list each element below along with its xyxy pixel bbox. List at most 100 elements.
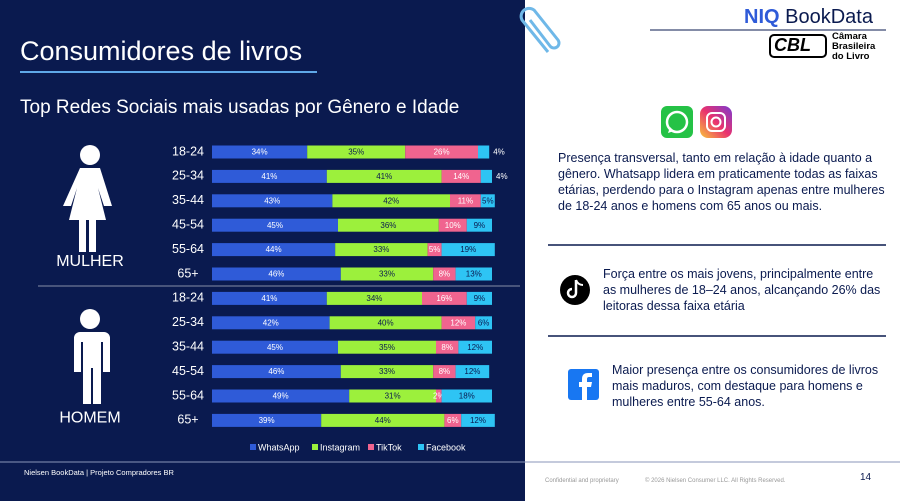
bar-segment xyxy=(441,243,495,257)
group-label: HOMEM xyxy=(59,410,120,427)
y-tick-label: 45-54 xyxy=(172,364,204,378)
value-label: 2% xyxy=(433,392,445,401)
cbl-line: Câmara xyxy=(832,31,867,42)
bar-segment xyxy=(212,316,330,330)
footer-source: Nielsen BookData | Projeto Compradores B… xyxy=(24,468,174,477)
bar-segment xyxy=(212,389,350,403)
bar-segment xyxy=(441,169,481,183)
bar-segment xyxy=(340,267,434,281)
bar-segment xyxy=(433,267,456,281)
value-label: 10% xyxy=(445,221,461,230)
cbl-line: do Livro xyxy=(832,51,870,62)
value-label: 8% xyxy=(439,367,451,376)
value-label: 33% xyxy=(373,245,389,254)
value-label: 4% xyxy=(496,172,508,181)
y-tick-label: 45-54 xyxy=(172,217,204,231)
y-tick-label: 35-44 xyxy=(172,339,204,353)
bar-segment xyxy=(212,291,327,305)
value-label: 33% xyxy=(379,270,395,279)
legend-label: Facebook xyxy=(426,442,466,452)
title-underline xyxy=(20,71,317,73)
value-label: 14% xyxy=(453,172,469,181)
y-tick-label: 55-64 xyxy=(172,388,204,402)
whatsapp-icon xyxy=(661,106,693,138)
value-label: 34% xyxy=(366,294,382,303)
value-label: 31% xyxy=(385,392,401,401)
bar-segment xyxy=(422,291,467,305)
bar-segment xyxy=(455,267,492,281)
legend-swatch xyxy=(250,444,256,450)
value-label: 40% xyxy=(378,318,394,327)
value-label: 35% xyxy=(348,148,364,157)
bar-segment xyxy=(458,340,492,354)
bar-segment xyxy=(433,365,456,379)
niq-brand: NIQ xyxy=(744,6,780,28)
value-label: 9% xyxy=(474,221,486,230)
bar-segment xyxy=(212,413,322,427)
value-label: 19% xyxy=(460,245,476,254)
bar-segment xyxy=(438,218,467,232)
legend-label: WhatsApp xyxy=(258,442,300,452)
value-label: 42% xyxy=(383,196,399,205)
bar-segment xyxy=(212,145,308,159)
y-tick-label: 65+ xyxy=(177,266,198,280)
bar-segment xyxy=(212,365,341,379)
value-label: 5% xyxy=(482,196,494,205)
y-tick-label: 65+ xyxy=(177,413,198,427)
bar-segment xyxy=(307,145,406,159)
instagram-icon xyxy=(700,106,732,138)
value-label: 43% xyxy=(264,196,280,205)
niq-product: BookData xyxy=(785,6,873,28)
value-label: 41% xyxy=(261,172,277,181)
legend-label: Instagram xyxy=(320,442,360,452)
insight-text: Força entre os mais jovens, principalmen… xyxy=(603,267,881,313)
bar-segment xyxy=(340,365,434,379)
male-icon xyxy=(74,309,110,404)
legend-swatch xyxy=(418,444,424,450)
bar-segment xyxy=(466,291,492,305)
slide-title: Consumidores de livros xyxy=(20,36,303,66)
tiktok-icon xyxy=(560,275,590,305)
bar-segment xyxy=(321,413,445,427)
value-label: 44% xyxy=(266,245,282,254)
bar-segment xyxy=(335,243,428,257)
value-label: 49% xyxy=(273,392,289,401)
page-number: 14 xyxy=(860,472,872,483)
bar-segment xyxy=(349,389,436,403)
bar-segment xyxy=(212,267,341,281)
cbl-line: Brasileira xyxy=(832,41,876,52)
bar-segment xyxy=(329,316,442,330)
footer-confidential: Confidential and proprietary xyxy=(545,478,619,484)
bar-segment xyxy=(427,243,442,257)
value-label: 46% xyxy=(268,367,284,376)
bar-segment xyxy=(212,169,327,183)
bar-segment xyxy=(332,194,450,208)
value-label: 41% xyxy=(376,172,392,181)
bar-segment xyxy=(441,316,476,330)
footer-copyright: © 2026 Nielsen Consumer LLC. All Rights … xyxy=(645,478,786,484)
bar-segment xyxy=(461,413,495,427)
y-tick-label: 25-34 xyxy=(172,169,204,183)
value-label: 12% xyxy=(464,367,480,376)
group-label: MULHER xyxy=(56,253,124,270)
value-label: 5% xyxy=(429,245,441,254)
value-label: 39% xyxy=(259,416,275,425)
value-label: 46% xyxy=(268,270,284,279)
bar-segment xyxy=(478,145,490,159)
value-label: 36% xyxy=(380,221,396,230)
bar-segment xyxy=(326,291,422,305)
y-tick-label: 35-44 xyxy=(172,193,204,207)
facebook-icon xyxy=(568,369,599,400)
bar-segment xyxy=(436,389,442,403)
value-label: 34% xyxy=(252,148,268,157)
bar-segment xyxy=(405,145,478,159)
value-label: 41% xyxy=(261,294,277,303)
value-label: 8% xyxy=(441,343,453,352)
y-tick-label: 25-34 xyxy=(172,315,204,329)
niq-logo: NIQ BookData xyxy=(744,6,873,29)
legend-swatch xyxy=(312,444,318,450)
insight-text: Presença transversal, tanto em relação à… xyxy=(558,151,885,213)
bar-segment xyxy=(455,365,490,379)
